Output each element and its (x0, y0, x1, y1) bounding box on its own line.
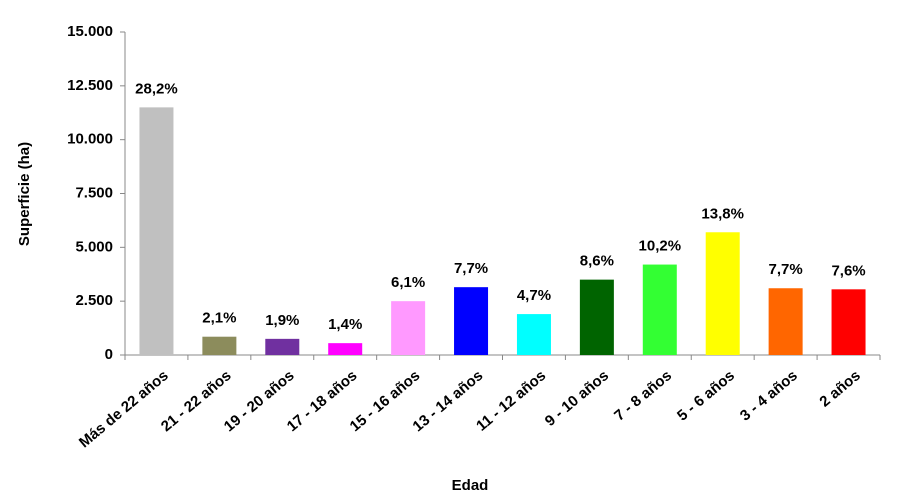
share-label: 7,7% (769, 261, 803, 278)
x-tick-label: 11 - 12 años (473, 367, 549, 435)
share-label: 10,2% (639, 238, 682, 255)
share-label: 7,7% (454, 260, 488, 277)
y-tick-label: 2.500 (75, 292, 113, 309)
share-label: 8,6% (580, 253, 614, 270)
bar (768, 288, 803, 355)
share-label: 6,1% (391, 274, 425, 291)
bar (454, 287, 489, 355)
y-tick-label: 0 (105, 346, 113, 363)
share-label: 13,8% (701, 205, 744, 222)
y-tick-label: 10.000 (67, 131, 113, 148)
x-tick-label: Más de 22 años (76, 367, 172, 451)
share-label: 1,4% (328, 316, 362, 333)
x-tick-label: 5 - 6 años (674, 367, 738, 425)
bar (139, 107, 174, 355)
share-label: 28,2% (135, 80, 178, 97)
y-axis-title: Superficie (ha) (16, 142, 33, 246)
bar (202, 336, 237, 355)
y-tick-label: 12.500 (67, 77, 113, 94)
share-label: 2,1% (202, 310, 236, 327)
x-axis-title: Edad (452, 477, 489, 494)
x-tick-label: 3 - 4 años (737, 367, 801, 425)
bar (265, 338, 300, 355)
share-label: 7,6% (831, 262, 865, 279)
bar (642, 264, 677, 355)
x-tick-label: 2 años (816, 367, 863, 411)
x-tick-label: 7 - 8 años (611, 367, 675, 425)
bar (328, 343, 363, 355)
y-tick-label: 15.000 (67, 23, 113, 40)
x-tick-label: 9 - 10 años (542, 367, 612, 430)
y-tick-label: 7.500 (75, 184, 113, 201)
bar (516, 314, 551, 355)
share-label: 1,9% (265, 312, 299, 329)
y-tick-label: 5.000 (75, 238, 113, 255)
bar (831, 289, 866, 355)
share-label: 4,7% (517, 287, 551, 304)
bar (705, 232, 740, 355)
bar (579, 279, 614, 355)
bar (391, 301, 426, 355)
